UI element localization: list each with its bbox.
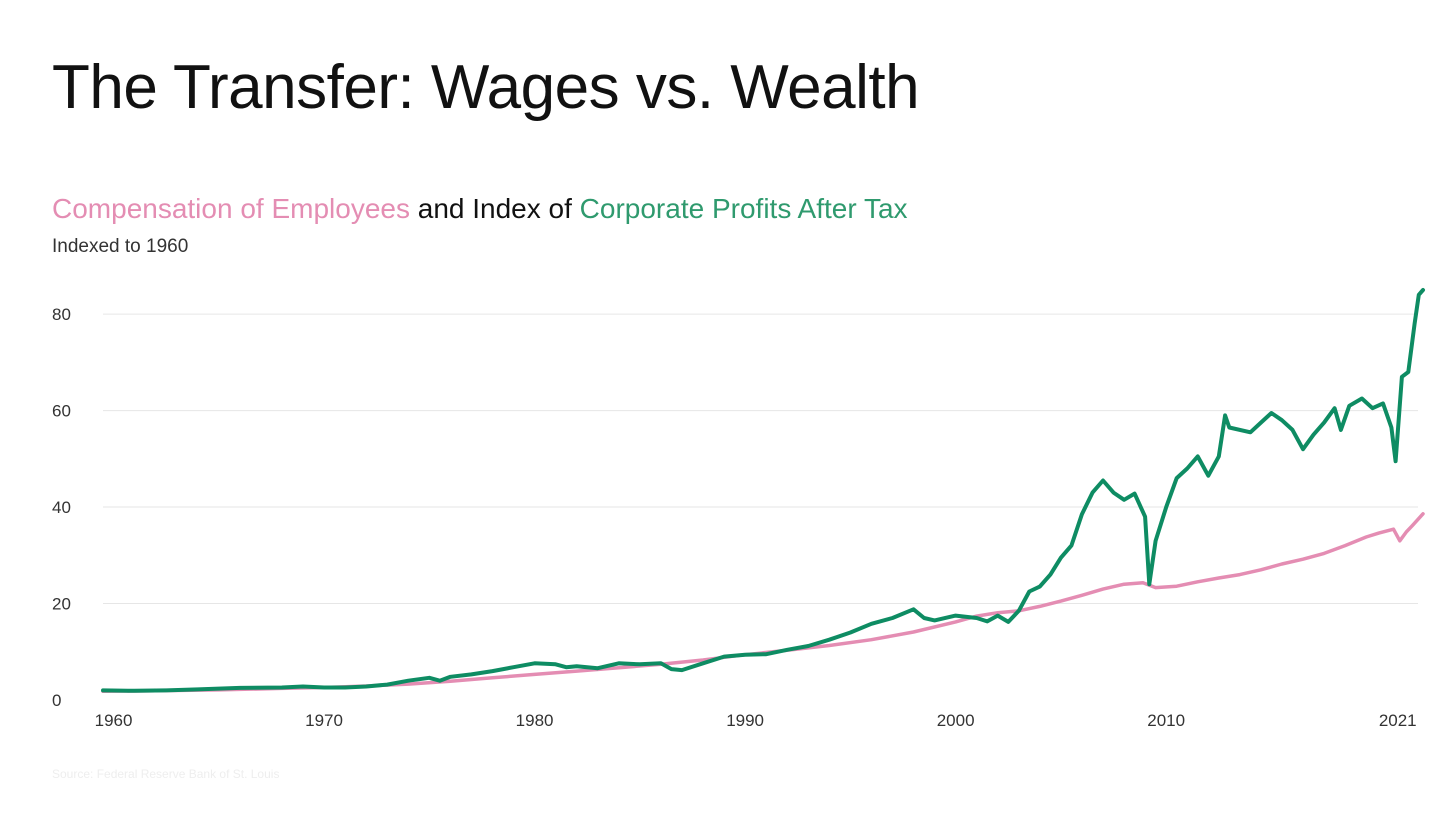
title-connector: and Index of: [417, 193, 572, 224]
y-tick-label: 0: [52, 691, 61, 710]
y-axis-labels: 0 20 40 60 80: [52, 305, 71, 710]
y-tick-label: 80: [52, 305, 71, 324]
legend-profits-label: Corporate Profits After Tax: [579, 193, 908, 224]
source-note: Source: Federal Reserve Bank of St. Loui…: [52, 767, 280, 781]
legend-wages-label: Compensation of Employees: [52, 193, 410, 224]
series-lines: [101, 288, 1425, 694]
y-tick-label: 20: [52, 595, 71, 614]
x-tick-label: 2010: [1147, 711, 1185, 730]
y-tick-label: 40: [52, 498, 71, 517]
gridlines: [103, 313, 1418, 605]
x-tick-label: 1990: [726, 711, 764, 730]
chart-subtitle: Indexed to 1960: [52, 236, 189, 257]
x-axis-labels: 1960 1970 1980 1990 2000 2010 2021: [95, 711, 1417, 730]
x-tick-label: 1980: [516, 711, 554, 730]
page-title: The Transfer: Wages vs. Wealth: [52, 53, 920, 122]
x-tick-label: 2021: [1379, 711, 1417, 730]
series-line-wages: [101, 512, 1425, 694]
y-tick-label: 60: [52, 402, 71, 421]
series-line-profits: [101, 288, 1425, 693]
x-tick-label: 1960: [95, 711, 133, 730]
chart-title: Compensation of Employees and Index of C…: [52, 193, 908, 225]
x-tick-label: 1970: [305, 711, 343, 730]
x-tick-label: 2000: [937, 711, 975, 730]
